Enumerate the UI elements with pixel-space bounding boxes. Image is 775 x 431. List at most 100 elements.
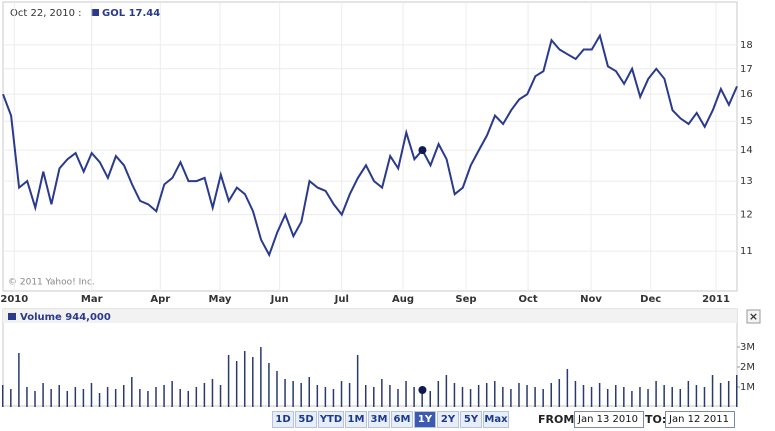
x-tick-label: Sep — [455, 294, 476, 305]
price-line — [2, 33, 738, 258]
close-icon[interactable]: × — [749, 310, 758, 323]
volume-bar — [82, 389, 85, 407]
volume-bar — [453, 383, 456, 407]
price-frame — [2, 1, 738, 292]
volume-bar — [98, 393, 101, 407]
volume-bar — [542, 389, 544, 407]
volume-bar — [348, 383, 351, 407]
range-button[interactable]: 1M — [345, 411, 367, 428]
header-date: Oct 22, 2010 : — [10, 8, 82, 19]
range-button[interactable]: 2Y — [437, 411, 459, 428]
volume-bar — [147, 391, 149, 407]
volume-bar — [566, 369, 569, 407]
volume-bar — [276, 371, 278, 407]
range-button[interactable]: 5D — [295, 411, 317, 428]
volume-bar — [663, 385, 665, 407]
volume-bar — [252, 357, 254, 407]
volume-bar — [590, 387, 593, 407]
x-tick-label: 2011 — [702, 294, 730, 305]
volume-bar — [550, 383, 552, 407]
volume-bar — [719, 383, 722, 407]
volume-bar — [727, 381, 730, 407]
legend-swatch — [91, 9, 99, 16]
volume-bar — [526, 385, 528, 407]
hover-dot — [418, 386, 427, 394]
range-button[interactable]: 1D — [272, 411, 294, 428]
volume-bar — [243, 351, 246, 407]
volume-bar — [461, 387, 464, 407]
y-tick-label: 14 — [740, 145, 753, 156]
volume-bar — [227, 355, 230, 407]
volume-bar — [413, 387, 415, 407]
volume-bar — [90, 383, 93, 407]
legend-text: GOL 17.44 — [102, 8, 160, 19]
volume-bar — [623, 387, 625, 407]
volume-bar — [42, 383, 44, 407]
volume-bar — [703, 387, 706, 407]
volume-bar — [131, 377, 133, 407]
volume-bar — [405, 381, 407, 407]
volume-bar — [477, 385, 480, 407]
range-button[interactable]: 6M — [391, 411, 413, 428]
range-button[interactable]: Max — [483, 411, 509, 428]
volume-bar — [324, 387, 327, 407]
x-tick-label: Mar — [81, 294, 103, 305]
x-tick-label: Apr — [150, 294, 170, 305]
volume-bar — [50, 389, 52, 407]
volume-bar — [10, 389, 12, 407]
volume-bar — [421, 389, 423, 407]
x-tick-label: Dec — [640, 294, 661, 305]
volume-bar — [695, 385, 698, 407]
volume-bar — [631, 391, 633, 407]
volume-legend: Volume 944,000 — [20, 312, 111, 323]
volume-swatch — [8, 313, 16, 320]
close-button[interactable] — [746, 309, 761, 324]
range-button[interactable]: YTD — [318, 411, 344, 428]
volume-bar — [445, 375, 448, 407]
volume-bar — [26, 387, 28, 407]
volume-frame — [2, 308, 738, 407]
volume-bar — [598, 383, 601, 407]
volume-bar — [58, 385, 60, 407]
volume-bar — [260, 347, 262, 407]
chart: Oct 22, 2010 : GOL 17.44 © 2011 Yahoo! I… — [0, 1, 761, 407]
volume-bar — [574, 381, 577, 407]
range-button[interactable]: 5Y — [460, 411, 482, 428]
volume-bar — [163, 385, 165, 407]
volume-bar — [171, 381, 173, 407]
volume-bar — [437, 381, 440, 407]
copyright: © 2011 Yahoo! Inc. — [8, 278, 95, 288]
volume-bar — [308, 377, 311, 407]
volume-bar — [332, 389, 335, 407]
range-button[interactable]: 3M — [368, 411, 390, 428]
volume-bar — [195, 387, 198, 407]
volume-bar — [179, 389, 181, 407]
y-tick-label: 1M — [740, 382, 755, 393]
from-label: FROM: — [538, 413, 579, 426]
from-input[interactable]: Jan 13 2010 — [574, 411, 644, 428]
y-tick-label: 2M — [740, 362, 755, 373]
volume-bar — [647, 389, 649, 407]
volume-bar — [606, 389, 609, 407]
volume-bar — [679, 389, 682, 407]
volume-bar — [114, 389, 117, 407]
volume-bar — [558, 379, 561, 407]
volume-bar — [235, 361, 238, 407]
y-tick-label: 15 — [740, 116, 753, 127]
volume-bar — [655, 381, 657, 407]
volume-bar — [187, 391, 190, 407]
to-input[interactable]: Jan 12 2011 — [665, 411, 735, 428]
volume-bar — [155, 387, 157, 407]
range-button[interactable]: 1Y — [414, 411, 436, 428]
y-tick-label: 11 — [740, 246, 753, 257]
x-tick-label: Aug — [392, 294, 414, 305]
volume-bar — [2, 385, 4, 407]
volume-bar — [671, 387, 673, 407]
volume-bar — [300, 383, 302, 407]
y-tick-label: 16 — [740, 89, 753, 100]
volume-bar — [122, 385, 125, 407]
x-tick-label: Oct — [518, 294, 537, 305]
volume-bar — [139, 389, 141, 407]
x-tick-label: May — [209, 294, 232, 305]
